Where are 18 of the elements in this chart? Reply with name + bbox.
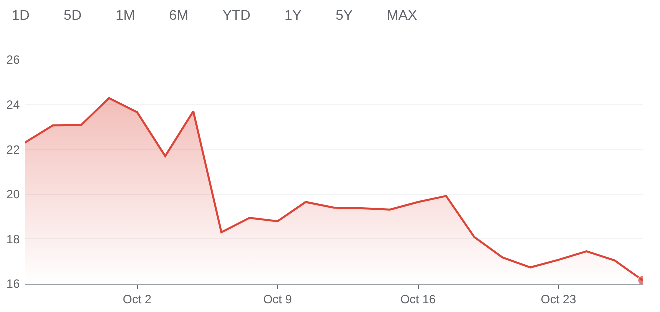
x-tick-label: Oct 23 [541, 292, 577, 306]
text: 5D [64, 7, 82, 23]
y-tick-label: 20 [6, 188, 20, 202]
y-tick-label: 16 [6, 277, 20, 292]
text: 1Y [284, 7, 302, 23]
x-tick-label: Oct 9 [263, 292, 292, 306]
text: 1D [12, 7, 30, 23]
y-tick-label: 22 [6, 142, 20, 157]
y-tick-label: 24 [6, 98, 20, 112]
y-tick-label: 26 [6, 53, 20, 68]
text: MAX [386, 7, 418, 23]
text: YTD [222, 7, 251, 23]
x-tick-label: Oct 2 [123, 292, 152, 306]
text: 6M [169, 7, 189, 23]
y-tick-label: 18 [6, 232, 20, 246]
x-tick-label: Oct 16 [400, 292, 436, 306]
text: 5Y [336, 7, 353, 23]
text: 1M [116, 7, 136, 23]
